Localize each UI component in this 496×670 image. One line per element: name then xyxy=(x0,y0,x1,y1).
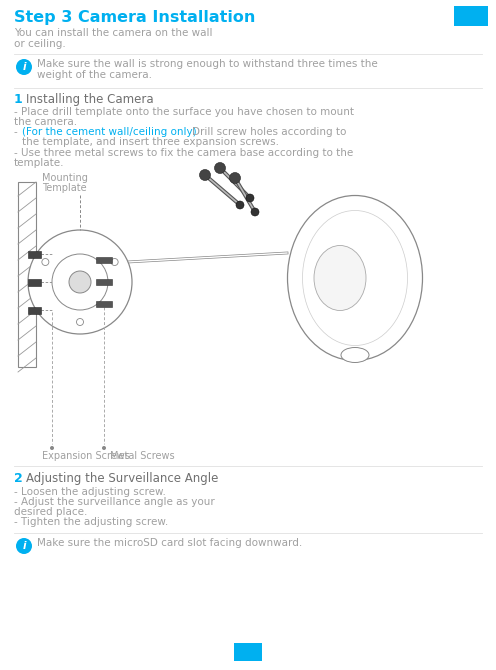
Bar xyxy=(234,643,262,661)
Circle shape xyxy=(52,254,108,310)
Ellipse shape xyxy=(288,196,423,360)
Text: the camera.: the camera. xyxy=(14,117,77,127)
Circle shape xyxy=(76,318,83,326)
Text: Template: Template xyxy=(42,183,87,193)
Circle shape xyxy=(111,259,118,265)
Text: or ceiling.: or ceiling. xyxy=(14,39,66,49)
Circle shape xyxy=(251,208,259,216)
Bar xyxy=(28,251,41,257)
Text: - Loosen the adjusting screw.: - Loosen the adjusting screw. xyxy=(14,487,166,497)
Circle shape xyxy=(102,446,106,450)
Text: Adjusting the Surveillance Angle: Adjusting the Surveillance Angle xyxy=(26,472,218,485)
Text: You can install the camera on the wall: You can install the camera on the wall xyxy=(14,28,212,38)
Text: - Tighten the adjusting screw.: - Tighten the adjusting screw. xyxy=(14,517,168,527)
Bar xyxy=(28,306,41,314)
Text: - Place drill template onto the surface you have chosen to mount: - Place drill template onto the surface … xyxy=(14,107,354,117)
Circle shape xyxy=(42,259,49,265)
Ellipse shape xyxy=(303,210,408,346)
Text: Drill screw holes according to: Drill screw holes according to xyxy=(192,127,346,137)
Text: weight of the camera.: weight of the camera. xyxy=(37,70,152,80)
Text: Step 3 Camera Installation: Step 3 Camera Installation xyxy=(14,10,255,25)
Circle shape xyxy=(246,194,254,202)
Text: Make sure the microSD card slot facing downward.: Make sure the microSD card slot facing d… xyxy=(37,538,302,548)
Bar xyxy=(28,279,41,285)
Text: Metal Screws: Metal Screws xyxy=(110,451,175,461)
Bar xyxy=(18,182,36,367)
Text: desired place.: desired place. xyxy=(14,507,87,517)
Text: template.: template. xyxy=(14,158,64,168)
Circle shape xyxy=(214,163,226,174)
Bar xyxy=(454,6,488,26)
Text: (For the cement wall/ceiling only): (For the cement wall/ceiling only) xyxy=(22,127,196,137)
Text: - Use three metal screws to fix the camera base according to the: - Use three metal screws to fix the came… xyxy=(14,148,353,158)
Text: EN: EN xyxy=(462,9,481,23)
Circle shape xyxy=(230,172,241,184)
Text: the template, and insert three expansion screws.: the template, and insert three expansion… xyxy=(22,137,279,147)
Circle shape xyxy=(16,59,32,75)
Circle shape xyxy=(28,230,132,334)
Circle shape xyxy=(50,446,54,450)
Text: Mounting: Mounting xyxy=(42,173,88,183)
Circle shape xyxy=(69,271,91,293)
Text: Expansion Screws: Expansion Screws xyxy=(42,451,130,461)
Text: - Adjust the surveillance angle as your: - Adjust the surveillance angle as your xyxy=(14,497,215,507)
Circle shape xyxy=(236,201,244,209)
Text: i: i xyxy=(22,541,26,551)
Text: 5: 5 xyxy=(244,647,252,657)
Bar xyxy=(96,301,112,307)
Text: 1: 1 xyxy=(14,93,23,106)
Circle shape xyxy=(16,538,32,554)
Text: 2: 2 xyxy=(14,472,23,485)
Text: Installing the Camera: Installing the Camera xyxy=(26,93,154,106)
Ellipse shape xyxy=(314,245,366,310)
Bar xyxy=(96,279,112,285)
Text: i: i xyxy=(22,62,26,72)
Ellipse shape xyxy=(341,348,369,362)
Circle shape xyxy=(199,170,210,180)
Text: Make sure the wall is strong enough to withstand three times the: Make sure the wall is strong enough to w… xyxy=(37,59,378,69)
Bar xyxy=(96,257,112,263)
Text: -: - xyxy=(14,127,18,137)
